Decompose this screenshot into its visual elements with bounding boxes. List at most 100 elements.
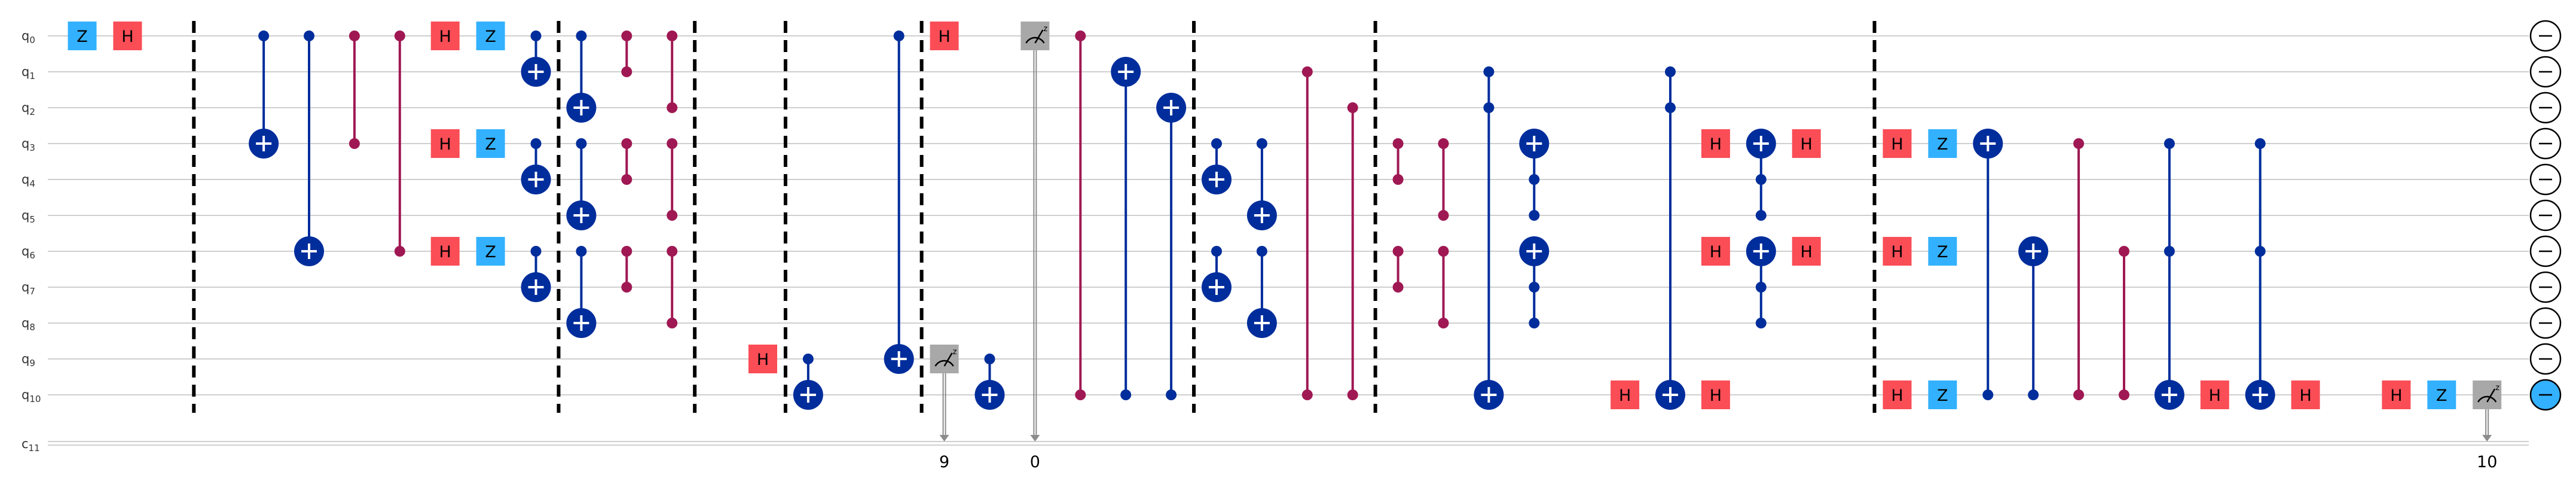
qubit-label: q2 <box>22 101 35 117</box>
control-dot <box>621 282 632 293</box>
cnot-gate <box>1111 57 1141 400</box>
control-dot <box>2254 246 2266 257</box>
h-gate: H <box>2291 380 2320 409</box>
h-gate: H <box>113 22 142 50</box>
cnot-gate <box>1519 236 1550 328</box>
meter-needle <box>943 352 953 367</box>
reset-gate <box>2529 199 2562 232</box>
barrier-layer <box>192 21 1877 413</box>
qubit-label-index: 0 <box>29 35 35 45</box>
cnot-gate <box>2245 138 2275 410</box>
h-gate: H <box>1792 129 1821 158</box>
z-gate-label: Z <box>485 135 496 154</box>
control-dot <box>802 354 814 364</box>
cnot-gate <box>1202 246 1232 302</box>
h-gate-label: H <box>1710 386 1722 405</box>
meter-icon <box>934 360 954 367</box>
control-dot <box>1529 318 1540 328</box>
control-dot <box>1665 66 1676 77</box>
h-gate-box <box>748 345 777 373</box>
h-gate-box <box>1883 380 1912 409</box>
control-dot <box>1301 66 1313 77</box>
cz-gate <box>667 31 678 113</box>
qubit-label-index: 4 <box>29 178 35 189</box>
control-dot <box>621 66 632 77</box>
measure-gate: z 10 <box>2473 380 2502 471</box>
qubit-label: q5 <box>22 208 35 225</box>
control-dot <box>304 31 314 41</box>
control-dot <box>621 174 632 185</box>
control-dot <box>667 31 678 41</box>
control-dot <box>394 246 405 257</box>
meter-z-label: z <box>1043 25 1047 34</box>
z-gate-label: Z <box>1937 135 1948 154</box>
clbit-label-letter: c <box>22 437 29 451</box>
cnot-gate <box>2154 138 2184 410</box>
reset-gate <box>2529 20 2562 52</box>
cnot-gate <box>521 31 551 87</box>
qubit-label: q4 <box>22 172 35 189</box>
measure-box <box>2473 380 2502 409</box>
control-dot <box>349 138 360 149</box>
cnot-gate <box>566 246 597 338</box>
cnot-gate <box>249 31 279 159</box>
z-gate-label: Z <box>2436 386 2447 405</box>
control-dot <box>1211 246 1222 257</box>
control-dot <box>1755 174 1767 185</box>
h-gate: H <box>1701 237 1730 266</box>
arrow-icon <box>1030 435 1040 442</box>
control-dot <box>621 246 632 257</box>
clbit-index-label: 9 <box>939 453 949 471</box>
h-gate-label: H <box>439 28 451 46</box>
h-gate: H <box>430 129 460 158</box>
cz-gate <box>349 31 360 149</box>
h-gate-box <box>2291 380 2320 409</box>
z-gate-box <box>476 129 505 158</box>
control-dot <box>2119 389 2129 400</box>
qubit-label-letter: q <box>22 244 29 258</box>
z-gate: Z <box>476 129 505 158</box>
meter-needle <box>1034 29 1044 44</box>
cnot-gate <box>1655 66 1685 410</box>
meter-icon <box>1025 36 1045 44</box>
reset-gate <box>2529 379 2562 411</box>
control-dot <box>576 138 587 149</box>
cnot-gate <box>793 354 823 410</box>
qubit-label-index: 7 <box>29 286 35 297</box>
reset-layer <box>2529 20 2562 411</box>
control-dot <box>621 138 632 149</box>
qubit-label: q0 <box>22 29 35 45</box>
h-gate: H <box>1883 129 1912 158</box>
z-gate-box <box>1928 237 1957 266</box>
control-dot <box>1982 389 1994 400</box>
qubit-label-letter: q <box>22 65 29 79</box>
h-gate-box <box>1792 237 1821 266</box>
cz-gate <box>621 246 632 293</box>
h-gate-box <box>430 129 460 158</box>
h-gate-box <box>1701 129 1730 158</box>
control-dot <box>1075 389 1086 400</box>
cz-gate <box>1438 246 1449 328</box>
h-gate-box <box>1611 380 1640 409</box>
reset-gate <box>2529 56 2562 88</box>
control-dot <box>2164 138 2175 149</box>
h-gate-box <box>1701 237 1730 266</box>
cz-gate <box>1347 102 1358 400</box>
control-dot <box>2119 246 2129 257</box>
measure-box <box>1020 22 1050 50</box>
h-gate-label: H <box>1710 243 1722 261</box>
qubit-label-letter: q <box>22 29 29 43</box>
qubit-label: q1 <box>22 65 35 81</box>
qubit-label-index: 5 <box>29 214 35 225</box>
h-gate-box <box>2382 380 2411 409</box>
cnot-gate <box>1156 93 1187 400</box>
z-gate-label: Z <box>1937 386 1948 405</box>
cz-gate <box>1438 138 1449 221</box>
z-gate-label: Z <box>485 243 496 261</box>
cnot-gate <box>1973 129 2003 400</box>
control-dot <box>1256 138 1267 149</box>
h-gate: H <box>430 237 460 266</box>
z-gate: Z <box>1928 237 1957 266</box>
